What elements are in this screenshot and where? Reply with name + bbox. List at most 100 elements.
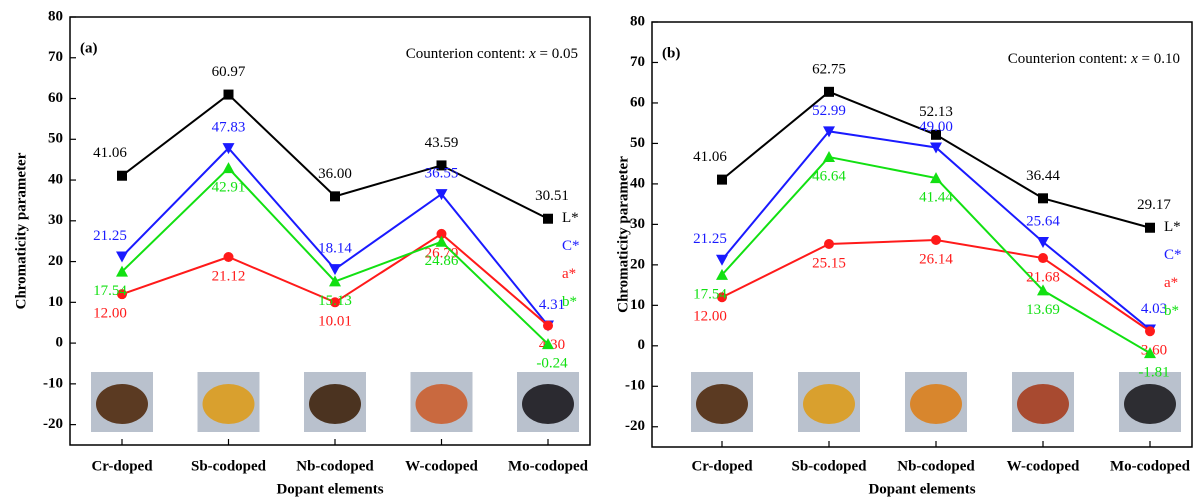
annotation: Counterion content: x = 0.05 bbox=[406, 46, 578, 62]
marker bbox=[224, 90, 234, 100]
marker bbox=[223, 162, 235, 173]
series-name: b* bbox=[562, 294, 577, 310]
marker bbox=[823, 151, 835, 162]
y-tick-label: 20 bbox=[48, 253, 63, 269]
y-tick-label: 0 bbox=[56, 335, 64, 351]
marker bbox=[1038, 253, 1048, 263]
data-label: 43.59 bbox=[425, 135, 459, 151]
y-tick-label: 10 bbox=[48, 294, 63, 310]
x-tick-label: Sb-codoped bbox=[791, 458, 867, 474]
y-tick-label: 30 bbox=[630, 216, 645, 232]
data-label: 62.75 bbox=[812, 61, 846, 77]
sample-photo bbox=[309, 384, 361, 424]
annotation-part: = 0.05 bbox=[536, 46, 578, 62]
marker bbox=[824, 239, 834, 249]
marker bbox=[717, 175, 727, 185]
data-label: -0.24 bbox=[536, 356, 568, 372]
data-label: 21.12 bbox=[212, 268, 246, 284]
panel-label: (b) bbox=[662, 45, 680, 61]
series-name: C* bbox=[1164, 247, 1182, 263]
data-label: 24.86 bbox=[425, 253, 459, 269]
data-label: 41.06 bbox=[693, 149, 727, 165]
data-label: 10.01 bbox=[318, 314, 352, 330]
sample-photo bbox=[1017, 384, 1069, 424]
x-tick-label: Cr-doped bbox=[91, 458, 153, 474]
y-tick-label: 80 bbox=[48, 8, 63, 24]
sample-photo bbox=[696, 384, 748, 424]
data-label: 17.54 bbox=[693, 286, 727, 302]
series-line bbox=[722, 131, 1150, 329]
sample-photo bbox=[203, 384, 255, 424]
y-tick-label: 60 bbox=[48, 90, 63, 106]
y-tick-label: -10 bbox=[43, 375, 63, 391]
series-name: L* bbox=[1164, 219, 1181, 235]
sample-photo bbox=[1124, 384, 1176, 424]
series-name: L* bbox=[562, 210, 579, 226]
y-tick-label: 40 bbox=[630, 175, 645, 191]
data-label: 49.00 bbox=[919, 119, 953, 135]
data-label: 36.55 bbox=[425, 166, 459, 182]
data-label: 52.13 bbox=[919, 104, 953, 120]
data-label: 12.00 bbox=[693, 309, 727, 325]
series-name: a* bbox=[562, 266, 576, 282]
y-tick-label: 40 bbox=[48, 171, 63, 187]
series-name: C* bbox=[562, 238, 580, 254]
marker bbox=[329, 264, 341, 275]
y-tick-label: 50 bbox=[48, 131, 63, 147]
x-tick-label: W-codoped bbox=[405, 458, 478, 474]
y-tick-label: -20 bbox=[625, 418, 645, 434]
y-tick-label: 0 bbox=[638, 337, 646, 353]
data-label: 12.00 bbox=[93, 306, 127, 322]
y-tick-label: 10 bbox=[630, 297, 645, 313]
figure: -20-1001020304050607080Chromaticity para… bbox=[0, 0, 1200, 503]
x-tick-label: Mo-codoped bbox=[508, 458, 589, 474]
x-axis-label: Dopant elements bbox=[276, 481, 383, 497]
panel-label: (a) bbox=[80, 40, 98, 56]
marker bbox=[543, 214, 553, 224]
marker bbox=[1145, 223, 1155, 233]
y-tick-label: 80 bbox=[630, 13, 645, 29]
annotation-part: Counterion content: bbox=[406, 46, 529, 62]
data-label: 36.00 bbox=[318, 166, 352, 182]
data-label: 15.13 bbox=[318, 293, 352, 309]
series-name: b* bbox=[1164, 303, 1179, 319]
y-axis-label: Chromaticity parameter bbox=[13, 152, 29, 309]
x-tick-label: Nb-codoped bbox=[897, 458, 975, 474]
data-label: 13.69 bbox=[1026, 302, 1060, 318]
y-tick-label: -20 bbox=[43, 416, 63, 432]
data-label: -1.81 bbox=[1138, 365, 1169, 381]
data-label: 47.83 bbox=[212, 120, 246, 136]
marker bbox=[931, 235, 941, 245]
data-label: 36.44 bbox=[1026, 168, 1060, 184]
y-tick-label: 50 bbox=[630, 135, 645, 151]
sample-photo bbox=[803, 384, 855, 424]
marker bbox=[117, 171, 127, 181]
x-tick-label: Mo-codoped bbox=[1110, 458, 1191, 474]
data-label: 25.15 bbox=[812, 255, 846, 271]
sample-photo bbox=[96, 384, 148, 424]
data-label: 17.54 bbox=[93, 283, 127, 299]
y-tick-label: 20 bbox=[630, 256, 645, 272]
data-label: 41.06 bbox=[93, 145, 127, 161]
marker bbox=[224, 252, 234, 262]
x-tick-label: Nb-codoped bbox=[296, 458, 374, 474]
marker bbox=[716, 255, 728, 266]
data-label: 21.25 bbox=[693, 231, 727, 247]
data-label: 18.14 bbox=[318, 241, 352, 257]
marker bbox=[330, 191, 340, 201]
marker bbox=[1145, 326, 1155, 336]
sample-photo bbox=[416, 384, 468, 424]
y-tick-label: -10 bbox=[625, 378, 645, 394]
sample-photo bbox=[522, 384, 574, 424]
x-axis-label: Dopant elements bbox=[868, 481, 975, 497]
data-label: 41.44 bbox=[919, 190, 953, 206]
data-label: 30.51 bbox=[535, 188, 569, 204]
y-axis-label: Chromaticity parameter bbox=[615, 156, 631, 313]
x-tick-label: Cr-doped bbox=[691, 458, 753, 474]
annotation-part: Counterion content: bbox=[1008, 51, 1131, 67]
marker bbox=[543, 321, 553, 331]
sample-photo bbox=[910, 384, 962, 424]
y-tick-label: 30 bbox=[48, 212, 63, 228]
marker bbox=[824, 87, 834, 97]
data-label: 29.17 bbox=[1137, 197, 1171, 213]
